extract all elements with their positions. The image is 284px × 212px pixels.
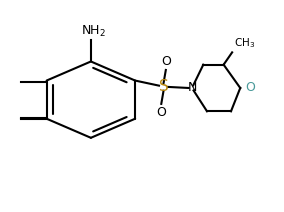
Text: N: N bbox=[187, 81, 197, 95]
Text: O: O bbox=[245, 81, 255, 95]
Text: S: S bbox=[159, 80, 168, 94]
Text: O: O bbox=[156, 106, 166, 119]
Text: O: O bbox=[161, 55, 171, 68]
Text: NH$_2$: NH$_2$ bbox=[81, 24, 106, 39]
Text: CH$_3$: CH$_3$ bbox=[233, 36, 255, 50]
